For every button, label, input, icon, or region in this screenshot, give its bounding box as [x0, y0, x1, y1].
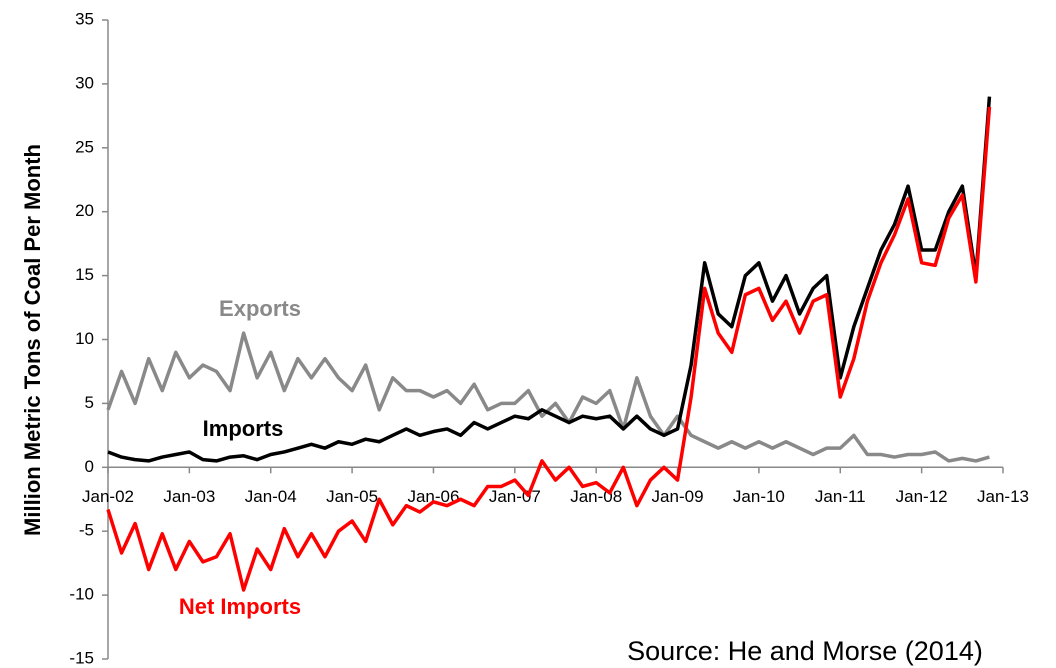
y-tick-label: -5 [79, 521, 94, 540]
x-tick-label: Jan-05 [326, 487, 378, 506]
x-tick-label: Jan-07 [489, 487, 541, 506]
x-tick-label: Jan-13 [977, 487, 1029, 506]
y-tick-label: -15 [69, 648, 94, 667]
x-tick-label: Jan-10 [733, 487, 785, 506]
y-tick-label: 30 [75, 73, 94, 92]
x-tick-label: Jan-09 [652, 487, 704, 506]
y-tick-label: 10 [75, 329, 94, 348]
x-tick-label: Jan-06 [407, 487, 459, 506]
y-tick-label: -10 [69, 585, 94, 604]
series-line [106, 331, 990, 463]
annotation: Imports [203, 416, 284, 441]
x-tick-label: Jan-08 [570, 487, 622, 506]
y-tick-label: 5 [85, 393, 94, 412]
x-tick-label: Jan-02 [82, 487, 134, 506]
x-tick-label: Jan-03 [163, 487, 215, 506]
x-tick-label: Jan-04 [245, 487, 297, 506]
y-tick-label: 15 [75, 265, 94, 284]
y-tick-label: 0 [85, 457, 94, 476]
annotation: Net Imports [179, 594, 301, 619]
annotation: Exports [219, 296, 301, 321]
source-note: Source: He and Morse (2014) [627, 636, 983, 666]
y-tick-label: 25 [75, 137, 94, 156]
series-line [107, 96, 992, 463]
y-tick-label: 35 [75, 9, 94, 28]
y-tick-label: 20 [75, 201, 94, 220]
x-tick-label: Jan-12 [896, 487, 948, 506]
x-tick-label: Jan-11 [815, 487, 866, 506]
y-axis-label: Million Metric Tons of Coal Per Month [20, 144, 45, 536]
series-line [106, 106, 992, 592]
